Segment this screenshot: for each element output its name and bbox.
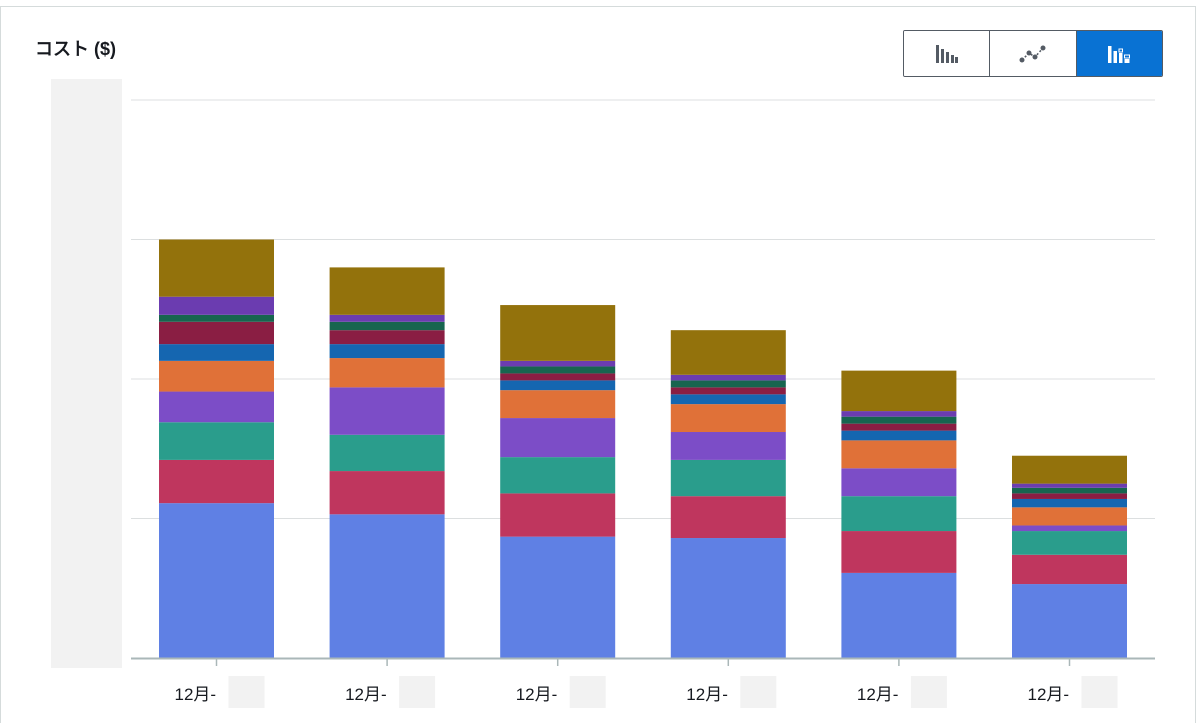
- bar-segment[interactable]: [670, 459, 786, 497]
- bar-segment[interactable]: [841, 440, 957, 469]
- bar-segment[interactable]: [159, 344, 274, 361]
- x-tick-label: 12月-: [345, 685, 387, 704]
- bar-segment[interactable]: [159, 314, 274, 322]
- bar-segment[interactable]: [841, 416, 957, 424]
- x-tick-label-redacted: [569, 676, 606, 708]
- bar-segment[interactable]: [1012, 507, 1127, 526]
- bar-segment[interactable]: [159, 239, 274, 297]
- stacked-bar-chart-icon: [1108, 45, 1131, 63]
- bar-segment[interactable]: [1012, 455, 1127, 484]
- bar-segment[interactable]: [500, 418, 616, 458]
- bar-segment[interactable]: [500, 360, 616, 367]
- bar-segment[interactable]: [1012, 554, 1127, 585]
- bar-segment[interactable]: [670, 374, 786, 381]
- bar-segment[interactable]: [159, 296, 274, 315]
- x-tick-label: 12月-: [175, 685, 217, 704]
- x-tick-label-redacted: [740, 676, 777, 708]
- bar-segment[interactable]: [159, 321, 274, 345]
- chart-type-toggle: [903, 30, 1163, 77]
- bar-segment[interactable]: [670, 387, 786, 395]
- bar-segment[interactable]: [670, 380, 786, 388]
- bar-segment[interactable]: [500, 457, 616, 494]
- bar-segment[interactable]: [500, 390, 616, 419]
- grouped-bar-chart-button[interactable]: [904, 31, 990, 76]
- bar-segment[interactable]: [1012, 531, 1127, 555]
- line-chart-icon: [1019, 45, 1046, 62]
- x-tick-label: 12月-: [516, 685, 558, 704]
- bar-segment[interactable]: [841, 370, 957, 412]
- bar-segment[interactable]: [670, 432, 786, 460]
- bar-segment[interactable]: [329, 434, 445, 472]
- bar-segment[interactable]: [329, 321, 445, 331]
- chart-title: コスト ($): [35, 39, 116, 59]
- bar-segment[interactable]: [159, 422, 274, 460]
- bar-segment[interactable]: [841, 468, 957, 497]
- bar-segment[interactable]: [329, 387, 445, 435]
- y-axis-labels-redacted: [51, 79, 122, 668]
- bar-segment[interactable]: [841, 572, 957, 658]
- x-tick-label: 12月-: [857, 685, 899, 704]
- bar-segment[interactable]: [329, 330, 445, 345]
- bar-segment[interactable]: [500, 305, 616, 361]
- bar-segment[interactable]: [670, 404, 786, 433]
- bar-segment[interactable]: [159, 459, 274, 504]
- bar-segment[interactable]: [670, 330, 786, 375]
- x-tick-label: 12月-: [686, 685, 728, 704]
- x-tick-label: 12月-: [1028, 685, 1070, 704]
- bar-segment[interactable]: [841, 423, 957, 431]
- bar-segment[interactable]: [670, 394, 786, 405]
- bar-segment[interactable]: [329, 471, 445, 515]
- bar-segment[interactable]: [841, 531, 957, 573]
- bar-segment[interactable]: [329, 267, 445, 315]
- bar-segment[interactable]: [500, 380, 616, 391]
- line-chart-button[interactable]: [989, 31, 1076, 76]
- bar-segment[interactable]: [329, 514, 445, 658]
- bar-segment[interactable]: [329, 314, 445, 322]
- bar-segment[interactable]: [329, 344, 445, 359]
- bar-segment[interactable]: [1012, 493, 1127, 499]
- bar-segment[interactable]: [159, 360, 274, 392]
- x-tick-label-redacted: [1081, 676, 1118, 708]
- bar-segment[interactable]: [1012, 525, 1127, 532]
- bar-segment[interactable]: [159, 503, 274, 658]
- bar-segment[interactable]: [500, 536, 616, 658]
- bar-segment[interactable]: [841, 411, 957, 417]
- bar-segment[interactable]: [841, 430, 957, 441]
- bar-segment[interactable]: [1012, 584, 1127, 658]
- x-tick-label-redacted: [399, 676, 436, 708]
- bar-segment[interactable]: [670, 496, 786, 539]
- bar-segment[interactable]: [159, 391, 274, 423]
- bar-segment[interactable]: [329, 358, 445, 388]
- grouped-bar-chart-icon: [935, 44, 958, 63]
- bar-segment[interactable]: [500, 366, 616, 374]
- bar-segment[interactable]: [500, 373, 616, 381]
- bar-segment[interactable]: [670, 538, 786, 658]
- bar-segment[interactable]: [1012, 483, 1127, 488]
- x-tick-label-redacted: [910, 676, 947, 708]
- bar-segment[interactable]: [500, 493, 616, 537]
- stacked-bar-chart-button[interactable]: [1075, 31, 1162, 76]
- bar-segment[interactable]: [1012, 487, 1127, 494]
- bar-segment[interactable]: [1012, 498, 1127, 508]
- bar-segment[interactable]: [841, 496, 957, 532]
- x-tick-label-redacted: [228, 676, 265, 708]
